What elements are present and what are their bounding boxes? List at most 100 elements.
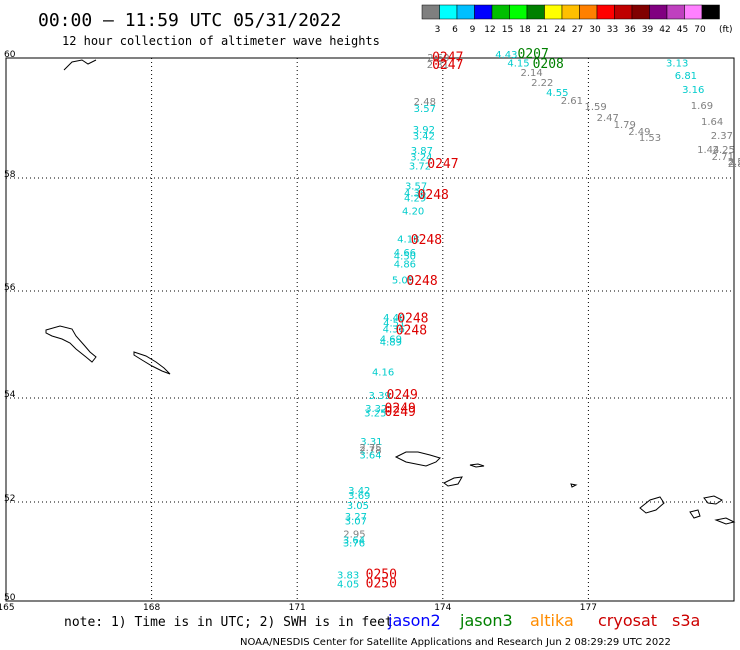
pass-time-label: 0250 bbox=[366, 568, 397, 583]
island-small-3 bbox=[570, 483, 578, 488]
pass-time-labels: 0247024702470248024802480248024802490249… bbox=[366, 47, 564, 592]
colorbar-tick-label: 24 bbox=[554, 25, 566, 35]
wave-height-value: 3.42 bbox=[348, 486, 370, 497]
colorbar-tick-label: 45 bbox=[677, 25, 688, 35]
longitude-tick-label: 171 bbox=[289, 603, 306, 613]
pass-time-label: 0248 bbox=[406, 274, 437, 289]
wave-height-value: 3.76 bbox=[343, 539, 365, 550]
colorbar-swatch bbox=[509, 4, 528, 20]
map-subtitle: 12 hour collection of altimeter wave hei… bbox=[62, 34, 380, 48]
wave-height-value: 2.60 bbox=[427, 53, 449, 64]
wave-height-value: 4.66 bbox=[394, 248, 416, 259]
island-east-1 bbox=[639, 496, 665, 514]
colorbar-swatch bbox=[701, 4, 720, 20]
wave-height-value: 3.16 bbox=[682, 85, 704, 96]
colorbar-swatch bbox=[579, 4, 598, 20]
island-east-3 bbox=[703, 495, 723, 505]
wave-height-value: 1.59 bbox=[585, 102, 607, 113]
wave-height-value: 3.69 bbox=[348, 491, 370, 502]
colorbar-tick-label: 18 bbox=[519, 25, 531, 35]
color-scale-bar: 3 6 9 12 15 18 21 24 27 30 33 36 39 42 45 70 (ft) bbox=[421, 4, 733, 35]
wave-height-value: 3.32 bbox=[365, 404, 387, 415]
map-plot-area: 2.602.312.483.573.923.423.873.243.723.57… bbox=[0, 47, 740, 613]
mission-s3a: s3a bbox=[672, 611, 700, 630]
wave-height-value: 4.51 bbox=[383, 318, 405, 329]
colorbar-swatch bbox=[596, 4, 615, 20]
colorbar-swatch bbox=[684, 4, 703, 20]
wave-height-value: 2.75 bbox=[359, 443, 381, 454]
island-east-4 bbox=[714, 517, 736, 525]
wave-height-value: 4.89 bbox=[380, 338, 402, 349]
latitude-tick-label: 50 bbox=[4, 593, 16, 603]
wave-height-value: 4.36 bbox=[383, 325, 405, 336]
wave-height-value: 4.05 bbox=[337, 580, 359, 591]
wave-height-value: 3.92 bbox=[413, 125, 435, 136]
colorbar-swatch bbox=[421, 4, 440, 20]
island-small-2 bbox=[443, 476, 463, 487]
wave-height-value: 4.40 bbox=[383, 313, 405, 324]
wave-height-value: 2.61 bbox=[561, 96, 583, 107]
wave-height-value: 2.48 bbox=[414, 97, 436, 108]
pass-time-label: 0249 bbox=[385, 405, 416, 420]
wave-height-value: 3.87 bbox=[411, 146, 433, 157]
wave-height-value: 3.25 bbox=[364, 409, 386, 420]
wave-height-value: 4.86 bbox=[394, 259, 416, 270]
island-agattu bbox=[133, 351, 171, 375]
wave-height-value: 4.55 bbox=[546, 88, 568, 99]
colorbar-swatch bbox=[649, 4, 668, 20]
pass-time-label: 0247 bbox=[432, 58, 463, 73]
colorbar-swatch bbox=[474, 4, 493, 20]
colorbar-swatch bbox=[631, 4, 650, 20]
wave-height-value: 2.37 bbox=[711, 131, 733, 142]
mission-jason3: jason3 bbox=[459, 611, 513, 630]
mission-legend: jason2 jason3 altika cryosat s3a bbox=[387, 611, 700, 630]
wave-height-value: 3.83 bbox=[337, 571, 359, 582]
wave-height-value: 3.39 bbox=[369, 391, 391, 402]
wave-height-value: 2.49 bbox=[628, 127, 650, 138]
coastlines bbox=[45, 59, 736, 525]
pass-time-label: 0250 bbox=[366, 577, 397, 592]
graticule bbox=[6, 57, 734, 602]
wave-height-value: 1.69 bbox=[691, 101, 713, 112]
wave-height-value: 3.64 bbox=[343, 536, 365, 547]
wave-height-value: 4.16 bbox=[372, 368, 394, 379]
colorbar-tick-label: 39 bbox=[642, 25, 654, 35]
longitude-tick-label: 177 bbox=[580, 603, 597, 613]
colorbar-swatch bbox=[666, 4, 685, 20]
pass-time-label: 0248 bbox=[411, 233, 442, 248]
wave-height-value: 2.78 bbox=[359, 446, 381, 457]
wave-height-value: 3.07 bbox=[345, 516, 367, 527]
colorbar-swatch bbox=[561, 4, 580, 20]
island-small-1 bbox=[469, 463, 485, 468]
wave-height-value: 2.8 bbox=[728, 159, 740, 170]
wave-height-value: 3.24 bbox=[410, 153, 432, 164]
wave-height-value: 3.05 bbox=[347, 501, 369, 512]
wave-height-value: 4.36 bbox=[404, 189, 426, 200]
longitude-tick-label: 168 bbox=[143, 603, 160, 613]
colorbar-tick-label: 27 bbox=[572, 25, 583, 35]
colorbar-swatch bbox=[544, 4, 563, 20]
wave-height-value: 2.14 bbox=[520, 68, 542, 79]
coast-northwest bbox=[63, 59, 97, 71]
colorbar-tick-label: 12 bbox=[484, 25, 495, 35]
pass-time-label: 0248 bbox=[418, 188, 449, 203]
wave-height-value: 1.53 bbox=[639, 133, 661, 144]
colorbar-tick-label: 3 bbox=[435, 25, 441, 35]
pass-time-label: 0248 bbox=[396, 323, 427, 338]
island-central bbox=[394, 451, 441, 467]
colorbar-tick-label: 70 bbox=[694, 25, 706, 35]
wave-height-value: 4.20 bbox=[402, 207, 424, 218]
latitude-tick-label: 54 bbox=[4, 390, 16, 400]
colorbar-swatch bbox=[526, 4, 545, 20]
latitude-tick-label: 58 bbox=[4, 170, 16, 180]
wave-height-value: 3.27 bbox=[345, 512, 367, 523]
pass-time-label: 0249 bbox=[385, 402, 416, 417]
wave-height-value: 2.71 bbox=[712, 152, 734, 163]
colorbar-swatch bbox=[456, 4, 475, 20]
longitude-tick-label: 174 bbox=[434, 603, 451, 613]
colorbar-tick-label: 9 bbox=[470, 25, 476, 35]
wave-height-value: 4.29 bbox=[404, 194, 426, 205]
wave-height-value: 2.22 bbox=[531, 78, 553, 89]
colorbar-tick-label: 33 bbox=[607, 25, 618, 35]
